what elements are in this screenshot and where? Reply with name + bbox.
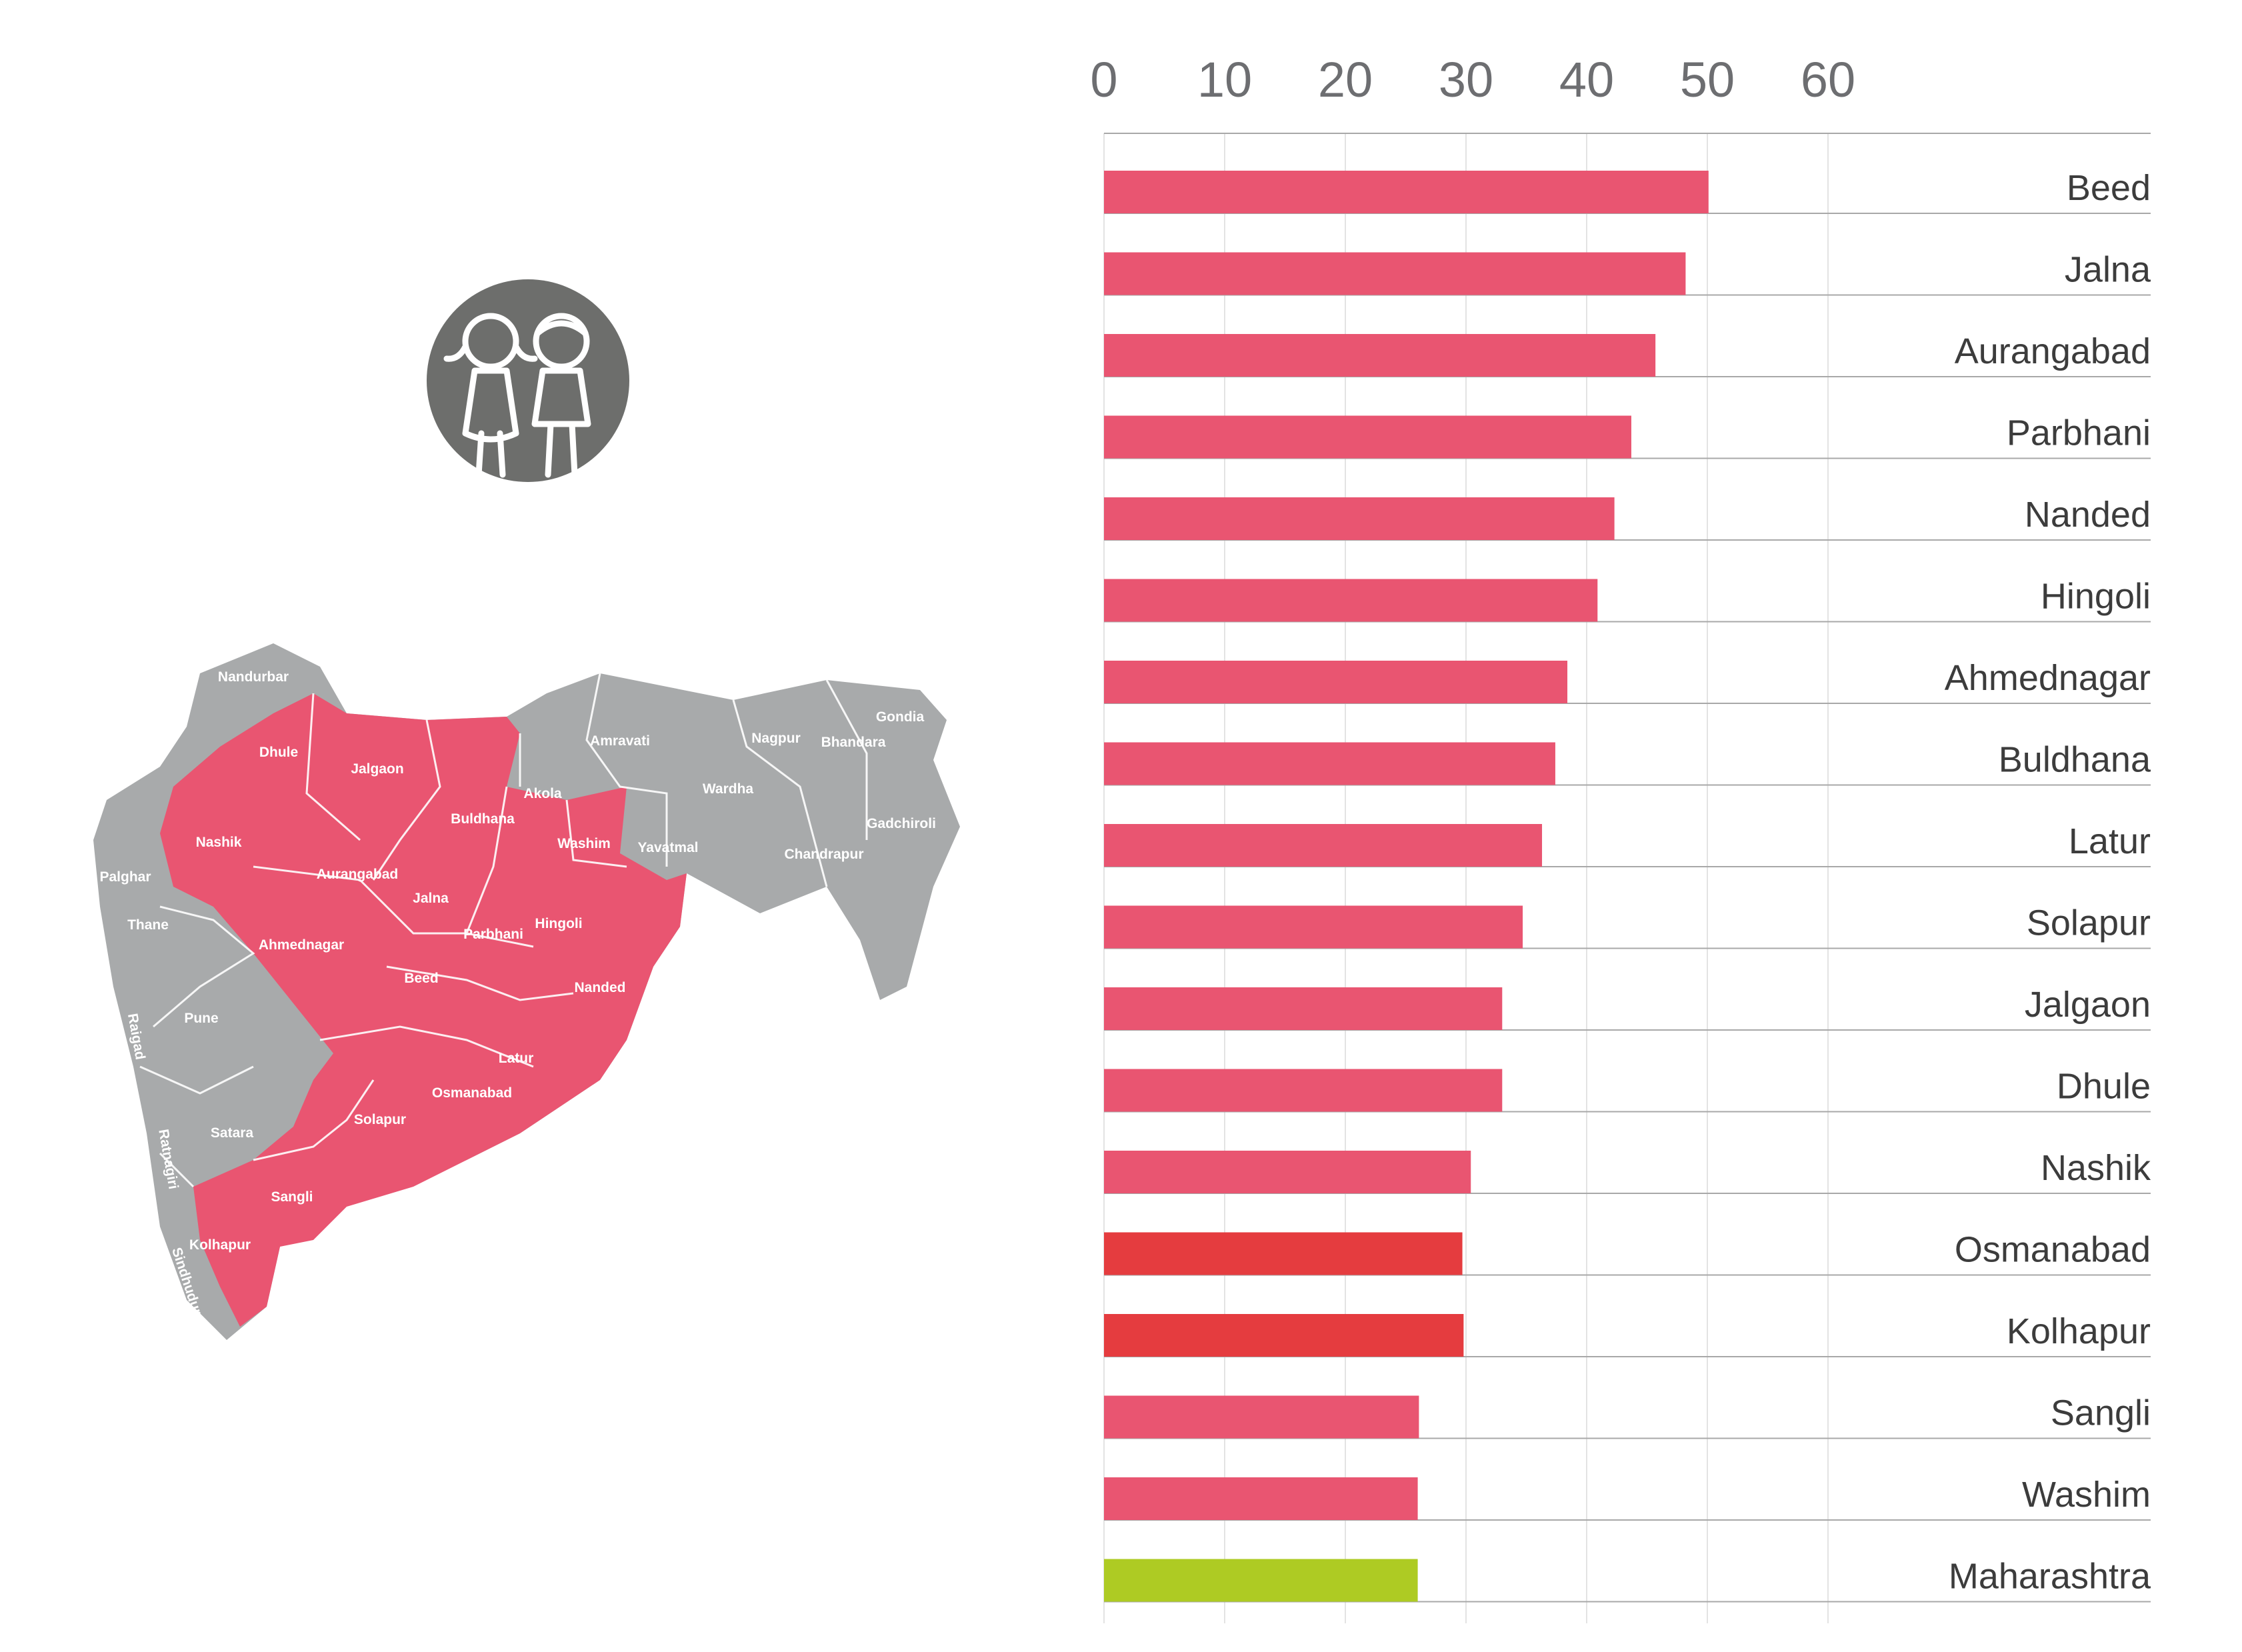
category-label-osmanabad: Osmanabad: [1955, 1230, 2151, 1270]
bar-sangli: [1104, 1395, 1419, 1439]
map-label-sangli: Sangli: [271, 1189, 313, 1205]
category-label-maharashtra: Maharashtra: [1949, 1557, 2151, 1597]
map-label-jalna: Jalna: [413, 891, 449, 906]
map-highlighted-region: [160, 693, 687, 1327]
map-label-gondia: Gondia: [876, 709, 925, 725]
category-label-nanded: Nanded: [2025, 495, 2151, 535]
map-label-nandurbar: Nandurbar: [218, 669, 289, 685]
maharashtra-map: Nashik Dhule Jalgaon Buldhana Washim Aurangab…: [93, 643, 960, 1340]
girl-figure: [443, 313, 538, 478]
category-label-buldhana: Buldhana: [1999, 740, 2151, 780]
bar-nanded: [1104, 497, 1615, 540]
map-label-aurangabad: Aurangabad: [317, 867, 399, 882]
x-tick-labels: 0 10 20 30 40 50 60: [1090, 52, 1855, 107]
x-tick-label: 50: [1680, 52, 1735, 107]
map-label-gadchiroli: Gadchiroli: [867, 816, 936, 831]
bar-hingoli: [1104, 579, 1598, 622]
map-label-latur: Latur: [499, 1051, 534, 1066]
category-label-kolhapur: Kolhapur: [2007, 1311, 2151, 1351]
map-label-kolhapur: Kolhapur: [189, 1237, 251, 1253]
map-label-solapur: Solapur: [354, 1112, 406, 1127]
map-label-thane: Thane: [127, 917, 169, 933]
map-label-jalgaon: Jalgaon: [351, 761, 403, 777]
bar-parbhani: [1104, 415, 1631, 459]
x-tick-label: 40: [1559, 52, 1614, 107]
category-label-sangli: Sangli: [2051, 1393, 2151, 1433]
map-label-nashik: Nashik: [196, 835, 242, 850]
category-labels: Beed Jalna Aurangabad Parbhani Nanded Hingoli…: [1945, 168, 2151, 1597]
bars: [1104, 171, 1709, 1602]
category-label-washim: Washim: [2022, 1475, 2151, 1515]
map-label-amravati: Amravati: [590, 733, 650, 749]
map-label-palghar: Palghar: [99, 869, 151, 885]
bar-beed: [1104, 171, 1709, 213]
map-label-pune: Pune: [184, 1011, 218, 1026]
category-label-dhule: Dhule: [2057, 1067, 2151, 1107]
category-label-beed: Beed: [2067, 168, 2151, 208]
category-label-ahmednagar: Ahmednagar: [1945, 658, 2151, 698]
category-label-jalna: Jalna: [2065, 250, 2151, 290]
x-tick-label: 20: [1318, 52, 1373, 107]
bar-jalgaon: [1104, 987, 1503, 1030]
bar-maharashtra: [1104, 1559, 1418, 1602]
boy-figure: [531, 313, 591, 478]
category-label-aurangabad: Aurangabad: [1955, 331, 2151, 371]
map-label-buldhana: Buldhana: [451, 811, 515, 827]
children-icon: [427, 279, 629, 482]
bar-aurangabad: [1104, 334, 1656, 377]
x-tick-label: 30: [1439, 52, 1493, 107]
map-label-yavatmal: Yavatmal: [637, 840, 698, 855]
bar-solapur: [1104, 905, 1523, 949]
category-label-nashik: Nashik: [2041, 1148, 2151, 1188]
bar-chart: 0 10 20 30 40 50 60 Beed Jalna Aurangabad Parbhan…: [1090, 52, 2151, 1623]
district-boundaries: [139, 673, 868, 1188]
grid-lines: [1103, 133, 1829, 1623]
bar-osmanabad: [1104, 1232, 1463, 1275]
map-label-beed: Beed: [404, 971, 438, 986]
x-tick-label: 60: [1801, 52, 1855, 107]
x-tick-label: 0: [1090, 52, 1117, 107]
bar-latur: [1104, 824, 1543, 867]
category-label-latur: Latur: [2069, 821, 2151, 861]
category-label-solapur: Solapur: [2027, 903, 2151, 943]
bar-washim: [1104, 1477, 1418, 1520]
bar-ahmednagar: [1104, 661, 1568, 703]
map-label-hingoli: Hingoli: [535, 916, 582, 931]
map-label-nanded: Nanded: [574, 980, 625, 995]
map-label-parbhani: Parbhani: [463, 927, 523, 942]
map-label-satara: Satara: [211, 1125, 254, 1141]
map-label-nagpur: Nagpur: [751, 731, 801, 746]
x-tick-label: 10: [1197, 52, 1252, 107]
map-label-chandrapur: Chandrapur: [784, 847, 863, 862]
category-label-parbhani: Parbhani: [2007, 413, 2151, 453]
bar-kolhapur: [1104, 1314, 1464, 1357]
category-label-hingoli: Hingoli: [2041, 577, 2151, 617]
bar-dhule: [1104, 1069, 1503, 1112]
bar-nashik: [1104, 1151, 1471, 1193]
map-label-ahmednagar: Ahmednagar: [259, 937, 344, 953]
map-label-wardha: Wardha: [703, 781, 754, 797]
map-label-bhandara: Bhandara: [821, 735, 886, 750]
map-label-dhule: Dhule: [259, 745, 298, 760]
icon-circle: [427, 279, 629, 482]
map-label-akola: Akola: [523, 786, 562, 801]
bar-jalna: [1104, 252, 1686, 295]
map-label-osmanabad: Osmanabad: [432, 1085, 512, 1101]
category-label-jalgaon: Jalgaon: [2025, 985, 2151, 1025]
bar-buldhana: [1104, 742, 1555, 785]
map-label-washim: Washim: [557, 836, 611, 851]
